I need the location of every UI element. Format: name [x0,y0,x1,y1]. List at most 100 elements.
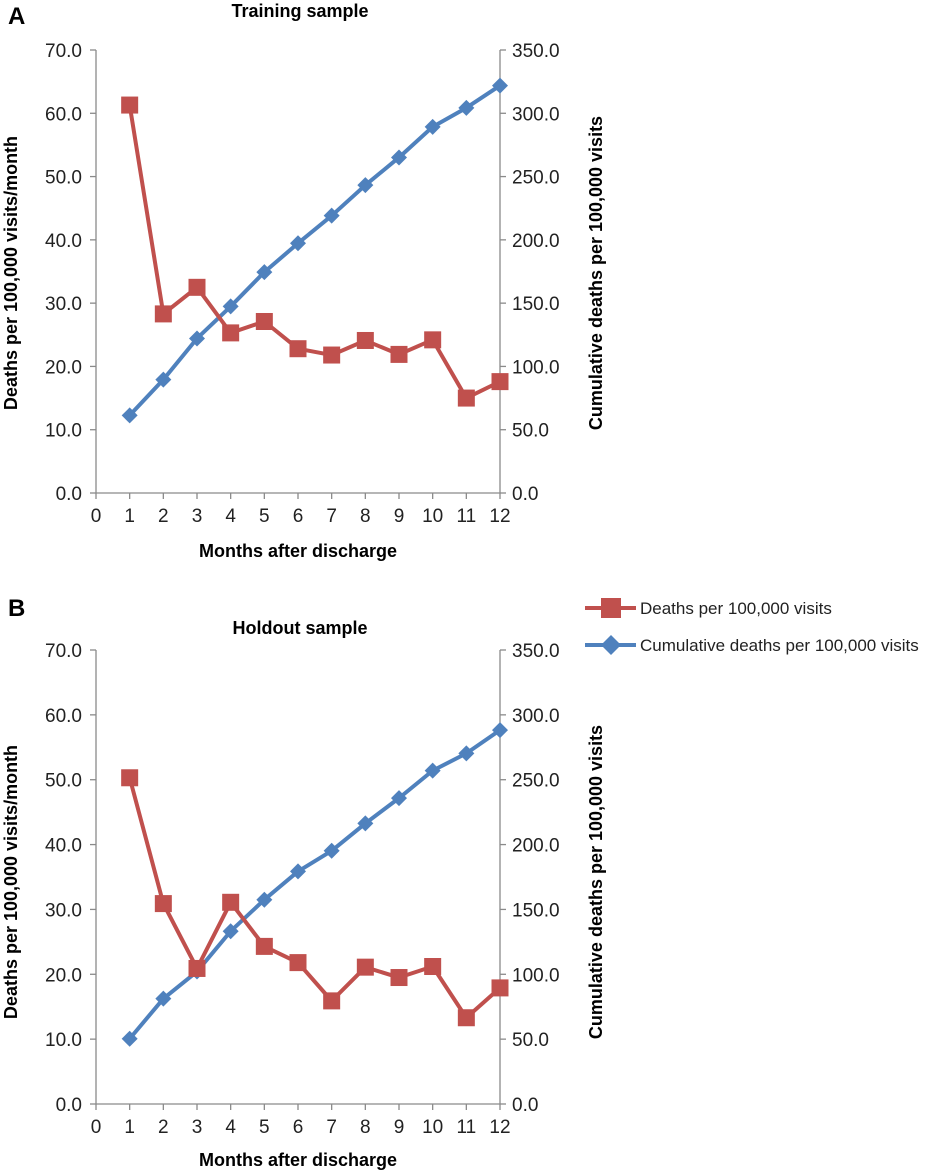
panel-a-deaths-point [188,278,206,296]
panel-a-cumulative-point [424,118,441,135]
panel-b-deaths-point [154,895,172,913]
legend-item-deaths: Deaths per 100,000 visits [585,598,832,618]
panel-b-y2-tick-label: 150.0 [512,900,560,921]
panel-a-y2-tick-label: 0.0 [512,484,538,505]
panel-a-y-tick-label: 0.0 [56,484,82,505]
panel-b-deaths-point [222,893,240,911]
panel-b-chart: B Holdout sample 0.010.020.030.040.050.0… [1,595,606,1170]
panel-a-y-tick-label: 50.0 [45,168,82,189]
panel-b-x-axis-title: Months after discharge [199,1150,397,1170]
panel-a-deaths-point [154,305,172,323]
panel-b-cumulative-point [155,990,172,1007]
panel-b-y-tick-label: 0.0 [56,1095,82,1116]
panel-a-y-tick-label: 30.0 [45,294,82,315]
panel-b-y2-tick-label: 350.0 [512,641,560,662]
panel-b-y-tick-label: 20.0 [45,965,82,986]
panel-b-cumulative-point [492,722,508,739]
panel-b-letter: B [8,595,25,622]
panel-a-x-tick-label: 8 [360,506,371,527]
panel-b-y-tick-label: 30.0 [45,900,82,921]
panel-b-deaths-series-line [127,777,502,1020]
panel-b-y-tick-label: 40.0 [45,836,82,857]
panel-a-deaths-point [457,389,475,407]
panel-a-deaths-point [491,373,509,391]
panel-a-x-tick-label: 1 [124,506,135,527]
panel-a-deaths-point [424,331,442,349]
panel-a-y2-tick-label: 300.0 [512,104,560,125]
legend: Deaths per 100,000 visits Cumulative dea… [585,598,919,655]
panel-b-cumulative-point [391,790,407,807]
panel-b-cumulative-point [121,1030,138,1047]
panel-b-x-tick-label: 12 [489,1117,510,1138]
panel-b-cumulative-point [323,842,340,859]
panel-a-cumulative-point [121,407,138,424]
panel-a-x-axis-title: Months after discharge [199,541,397,561]
panel-a-x-tick-label: 5 [259,506,270,527]
panel-b-deaths-point [424,958,442,976]
panel-b-deaths-point [457,1009,475,1027]
panel-b-cumulative-point [290,863,306,880]
panel-b-x-tick-label: 4 [225,1117,236,1138]
panel-b-y-tick-label: 10.0 [45,1030,82,1051]
panel-a-y-tick-label: 60.0 [45,104,82,125]
panel-b-deaths-point [491,979,509,997]
panel-a-cumulative-point [290,235,306,252]
panel-a-cumulative-point [189,330,205,347]
panel-a-letter: A [8,3,25,30]
panel-b-x-tick-label: 6 [293,1117,304,1138]
panel-a-x-tick-label: 3 [192,506,203,527]
panel-a-x-tick-label: 10 [422,506,443,527]
panel-b-deaths-point [188,959,206,977]
panel-a-x-tick-label: 9 [394,506,405,527]
panel-a-y-tick-label: 70.0 [45,41,82,62]
legend-deaths-label: Deaths per 100,000 visits [640,599,832,618]
legend-deaths-marker [601,598,621,618]
panel-a-deaths-point [323,346,341,364]
panel-b-y2-tick-label: 100.0 [512,965,560,986]
panel-a-cumulative-point [155,371,172,388]
panel-a-y2-tick-label: 100.0 [512,357,560,378]
legend-item-cumulative: Cumulative deaths per 100,000 visits [585,635,919,655]
panel-b-deaths-point [390,969,408,987]
panel-a-x-tick-label: 2 [158,506,169,527]
panel-b-cumulative-point [357,815,374,832]
panel-a-y2-tick-label: 350.0 [512,41,560,62]
panel-b-x-tick-label: 3 [192,1117,203,1138]
panel-a-cumulative-point [357,177,374,194]
panel-a-x-tick-label: 12 [489,506,510,527]
panel-a-x-tick-label: 7 [326,506,337,527]
panel-a-x-tick-label: 6 [293,506,304,527]
panel-a-deaths-point [390,345,408,363]
panel-a-cumulative-point [492,77,508,94]
panel-b-x-tick-label: 2 [158,1117,169,1138]
panel-a-y2-tick-label: 150.0 [512,294,560,315]
panel-b-cumulative-point [256,891,273,908]
panel-b-cumulative-point [424,762,441,779]
panel-b-deaths-point [323,992,341,1010]
panel-a-y2-tick-label: 200.0 [512,231,560,252]
panel-b-title: Holdout sample [232,618,367,638]
panel-b-cumulative-point [222,923,239,940]
panel-b-y2-tick-label: 250.0 [512,771,560,792]
panel-a-deaths-point [356,331,374,349]
panel-a-cumulative-point [323,207,340,224]
panel-a-x-tick-label: 11 [456,506,476,527]
panel-a-cumulative-point [458,99,475,116]
panel-a-y2-axis-title: Cumulative deaths per 100,000 visits [586,116,606,430]
panel-a-x-tick-label: 0 [91,506,102,527]
panel-b-y2-tick-label: 300.0 [512,706,560,727]
panel-a-x-tick-label: 4 [225,506,236,527]
panel-b-x-tick-label: 7 [326,1117,337,1138]
legend-cumulative-marker [601,635,621,655]
panel-b-y-tick-label: 60.0 [45,706,82,727]
panel-b-x-tick-label: 0 [91,1117,102,1138]
panel-b-y-axis-title: Deaths per 100,000 visits/month [1,745,21,1019]
panel-a-y2-tick-label: 250.0 [512,168,560,189]
panel-a-deaths-point [222,324,240,342]
panel-b-cumulative-series-line [128,728,502,1041]
panel-b-x-tick-label: 11 [456,1117,476,1138]
panel-a-deaths-point [121,96,139,114]
panel-b-x-tick-label: 1 [124,1117,135,1138]
panel-b-x-tick-label: 5 [259,1117,270,1138]
